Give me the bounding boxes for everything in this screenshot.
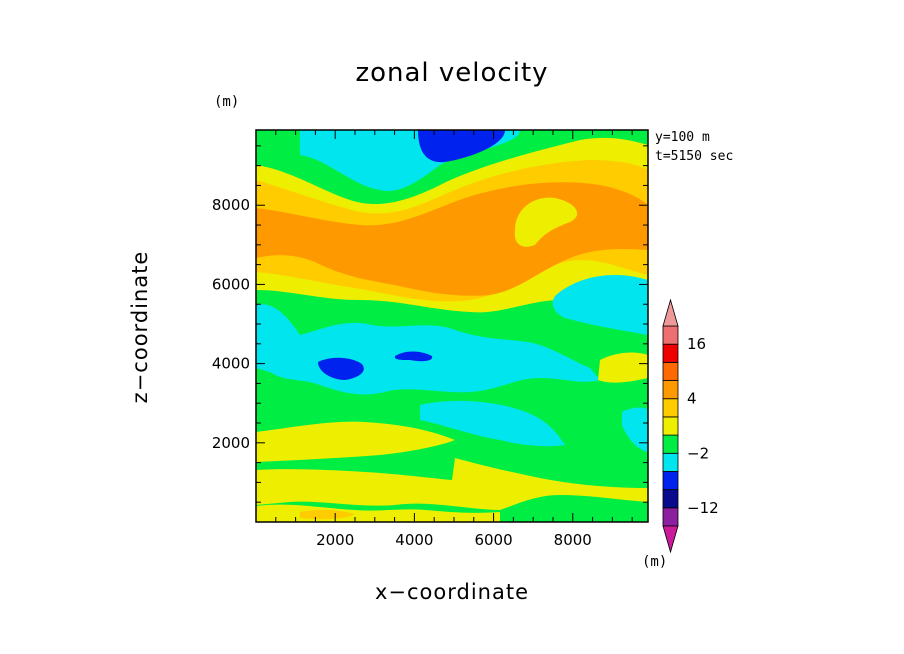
contour-region-cyan-edge [622, 407, 648, 452]
y-tick-label: 4000 [212, 355, 250, 373]
colorbar-unit: (m) [642, 554, 668, 570]
chart-title: zonal velocity [355, 58, 549, 88]
colorbar-extend-low [662, 525, 679, 554]
colorbar-swatch [662, 416, 679, 436]
colorbar-extend-high [662, 298, 679, 327]
y-tick-label: 8000 [212, 196, 250, 214]
colorbar-label: −2 [687, 444, 709, 462]
colorbar-swatch [662, 471, 679, 491]
colorbar-swatch [662, 343, 679, 363]
z-axis-unit: (m) [214, 94, 240, 110]
colorbar-swatch [662, 489, 679, 509]
contour-region-blue-left [318, 357, 364, 380]
y-tick-label: 2000 [212, 434, 250, 452]
contour-region-cyan-right [552, 275, 648, 335]
colorbar-swatch [662, 325, 679, 345]
y-axis-ticks: 2000 4000 6000 8000 [212, 145, 648, 503]
colorbar-swatch [662, 380, 679, 400]
colorbar-label: 16 [687, 335, 706, 353]
colorbar-label: 4 [687, 390, 697, 408]
x-tick-label: 6000 [474, 531, 512, 549]
annotation-time: t=5150 sec [655, 149, 734, 164]
annotation-y-position: y=100 m [655, 130, 710, 145]
colorbar-label: −12 [687, 499, 719, 517]
x-tick-label: 8000 [554, 531, 592, 549]
contour-region-yellow-mid-band [256, 421, 455, 462]
x-tick-label: 4000 [395, 531, 433, 549]
y-tick-label: 6000 [212, 275, 250, 293]
colorbar-swatch [662, 434, 679, 454]
colorbar: 16 4 −2 −12 [662, 298, 719, 554]
colorbar-swatch [662, 398, 679, 418]
contour-region-yellow-blob [514, 197, 578, 247]
contour-region-yellow-right [598, 352, 648, 383]
colorbar-swatch [662, 507, 679, 527]
x-axis-ticks: 2000 4000 6000 8000 [275, 130, 633, 549]
contour-region-blue-middle [394, 351, 433, 362]
contour-field [256, 130, 648, 522]
contour-region-blue-top [418, 130, 505, 163]
x-tick-label: 2000 [316, 531, 354, 549]
x-axis-label: x−coordinate [374, 580, 530, 604]
contour-region-cyan-lower [420, 400, 565, 447]
contour-region-yellow-bottom [256, 458, 648, 510]
colorbar-swatch [662, 452, 679, 472]
contour-region-lightorange-floor [300, 509, 355, 520]
plot-frame [255, 129, 649, 523]
colorbar-swatch [662, 361, 679, 381]
